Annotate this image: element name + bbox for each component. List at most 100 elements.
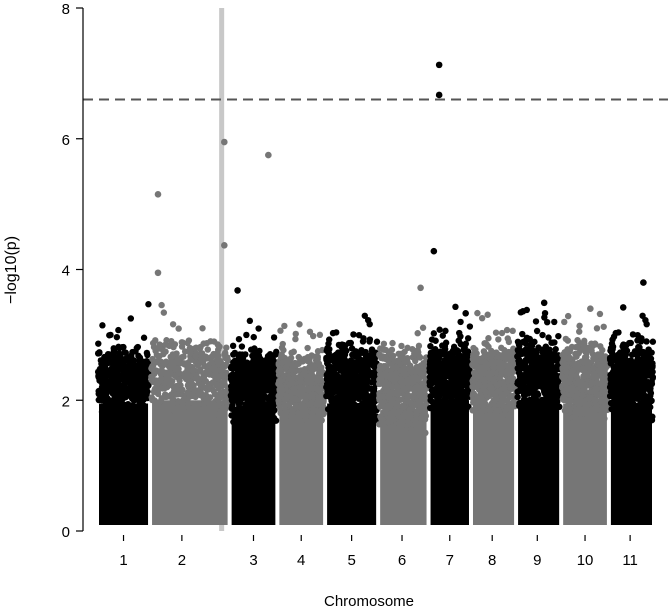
notable-snp-point (435, 91, 443, 99)
snp-point (476, 373, 484, 380)
notable-snp-point (234, 287, 241, 294)
snp-point (259, 399, 267, 406)
snp-point (576, 328, 583, 335)
snp-point (276, 393, 284, 400)
snp-point (304, 344, 311, 352)
notable-snp-point (265, 151, 272, 159)
snp-point (166, 369, 174, 376)
snp-point (473, 395, 480, 403)
snp-point (614, 372, 622, 379)
chromosome-dense-block-8 (472, 403, 515, 525)
snp-point (246, 375, 253, 382)
snp-point (233, 410, 240, 417)
snp-point (517, 385, 524, 393)
snp-point (610, 394, 617, 401)
snp-point (561, 407, 569, 414)
snp-point (428, 387, 436, 394)
snp-point (317, 377, 324, 384)
x-tick-label: 9 (533, 552, 541, 569)
snp-point (432, 369, 440, 376)
snp-point (183, 368, 191, 376)
chromosome-points-3 (227, 317, 280, 525)
snp-point (195, 400, 202, 407)
snp-point (281, 396, 289, 404)
snp-point (423, 400, 430, 408)
notable-snp-point (154, 191, 162, 198)
snp-point (566, 354, 574, 362)
snp-point (100, 372, 108, 380)
snp-point (335, 395, 343, 402)
snp-point (365, 359, 372, 366)
snp-point (156, 341, 163, 348)
snp-point (519, 330, 526, 338)
snp-point (228, 363, 235, 370)
snp-point (318, 417, 325, 424)
snp-point (588, 347, 595, 354)
snp-point (529, 359, 537, 366)
snp-point (593, 325, 601, 332)
snp-point (601, 415, 608, 422)
y-tick-label: 2 (62, 393, 70, 410)
snp-point (643, 338, 650, 345)
snp-point (584, 362, 592, 370)
snp-point (223, 361, 230, 368)
snp-point (235, 353, 242, 361)
snp-point (192, 344, 200, 351)
snp-point (162, 341, 169, 348)
snp-point (456, 364, 463, 371)
x-tick-label: 10 (577, 552, 594, 569)
points-layer (94, 301, 657, 525)
snp-point (302, 397, 309, 404)
snp-point (643, 402, 650, 409)
snp-point (151, 386, 158, 393)
snp-point (325, 340, 332, 347)
snp-point (470, 390, 477, 397)
snp-point (649, 338, 657, 345)
snp-point (539, 401, 547, 408)
snp-point (359, 338, 367, 345)
snp-point (511, 399, 518, 407)
snp-point (593, 390, 600, 398)
snp-point (358, 384, 365, 392)
snp-point (198, 350, 206, 357)
snp-point (331, 380, 338, 388)
notable-snp-point (587, 305, 594, 313)
snp-point (143, 382, 150, 389)
snp-point (333, 415, 341, 423)
snp-point (573, 353, 580, 360)
snp-point (137, 387, 144, 395)
snp-point (109, 404, 116, 412)
snp-point (369, 373, 377, 380)
snp-point (544, 318, 551, 326)
notable-snp-point (640, 279, 647, 286)
snp-point (135, 381, 142, 389)
x-tick-label: 5 (347, 552, 355, 569)
snp-point (515, 360, 523, 367)
snp-point (501, 411, 508, 418)
snp-point (134, 406, 142, 413)
snp-point (450, 373, 458, 381)
snp-point (521, 361, 529, 368)
snp-point (170, 407, 178, 414)
snp-point (219, 372, 226, 379)
snp-point (532, 318, 540, 325)
snp-point (445, 373, 453, 380)
notable-snp-point (154, 269, 162, 277)
snp-point (393, 399, 401, 407)
snp-point (400, 403, 407, 411)
snp-point (450, 389, 458, 397)
x-tick-label: 8 (488, 552, 496, 569)
snp-point (282, 409, 290, 416)
snp-point (230, 418, 237, 426)
snp-point (503, 326, 511, 334)
snp-point (422, 412, 430, 420)
snp-point (415, 400, 422, 407)
snp-point (101, 360, 108, 367)
snp-point (456, 329, 463, 337)
snp-point (366, 320, 373, 328)
snp-point (643, 409, 650, 416)
snp-point (524, 407, 532, 414)
snp-point (277, 410, 285, 417)
snp-point (405, 419, 412, 426)
snp-point (171, 385, 178, 392)
